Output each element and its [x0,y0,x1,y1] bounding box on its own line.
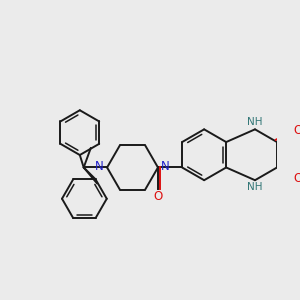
Text: O: O [153,190,163,203]
Text: N: N [161,160,170,173]
Text: N: N [95,160,104,173]
Text: O: O [293,124,300,137]
Text: O: O [293,172,300,185]
Text: NH: NH [247,182,262,192]
Text: NH: NH [247,117,262,127]
